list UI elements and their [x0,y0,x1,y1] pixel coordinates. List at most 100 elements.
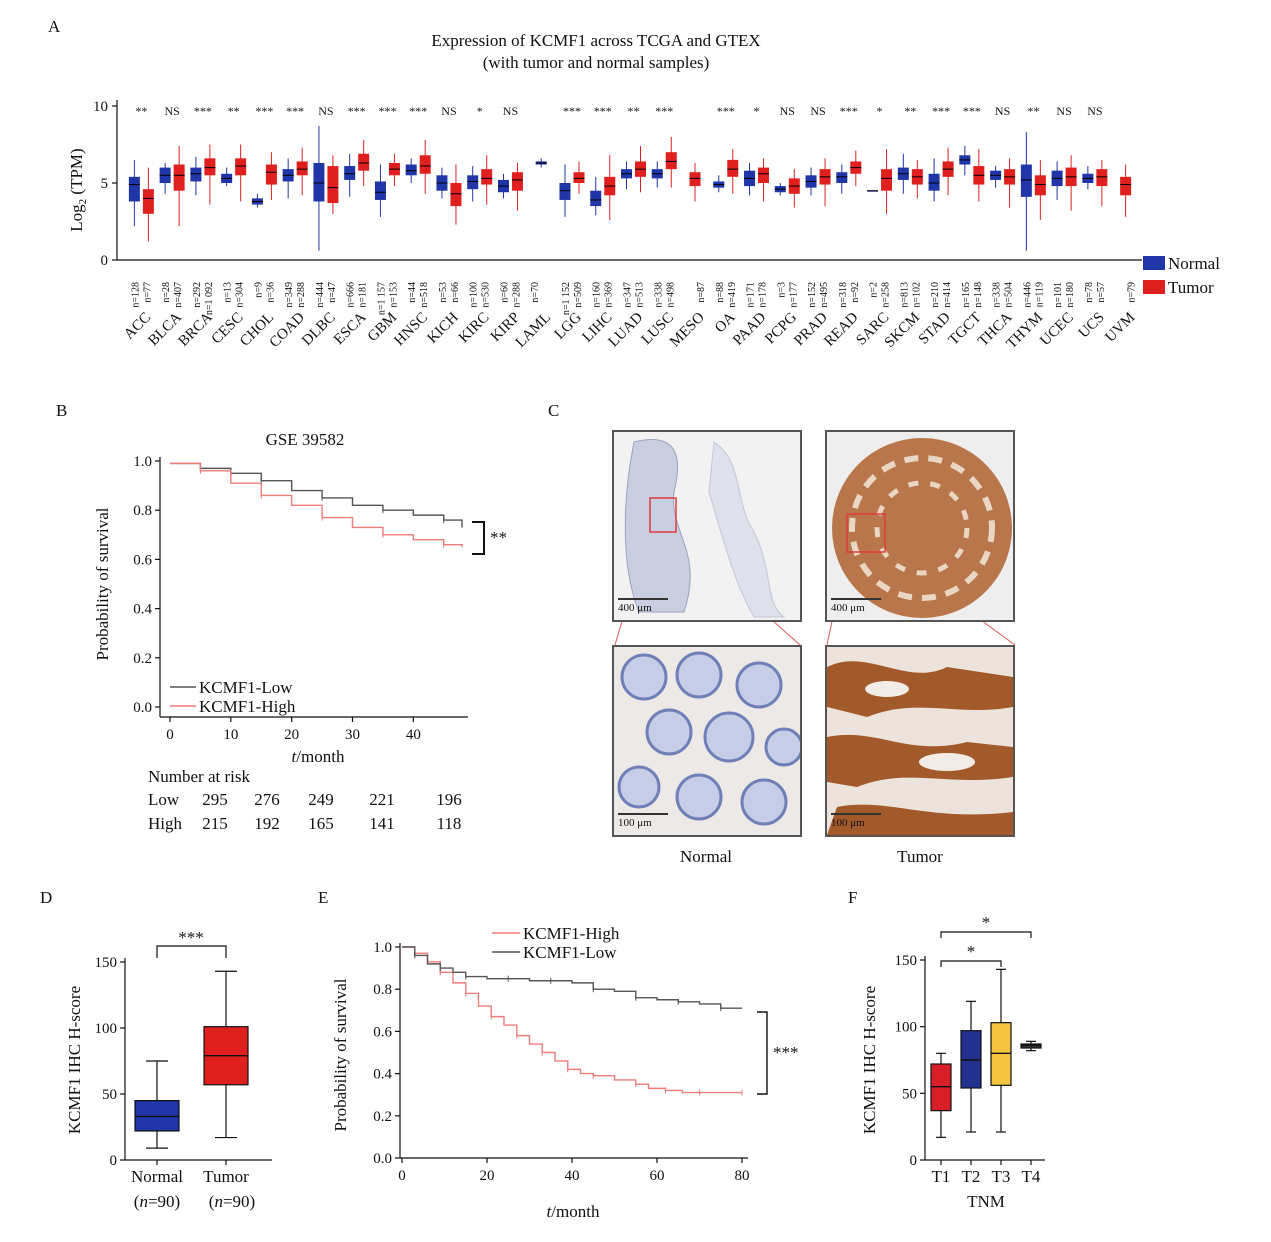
risk-row-high-label: High [148,814,183,833]
b-significance-bracket [472,521,485,555]
y-tick-label: 0.6 [373,1024,392,1040]
x-tick-label: 40 [565,1168,580,1184]
a-n-normal: n=171 [746,282,757,308]
scale-label-tumor-high: 100 μm [831,817,865,829]
x-category-label: T3 [992,1167,1011,1186]
risk-value: 249 [308,790,334,809]
a-tumor-box [358,153,370,171]
a-n-tumor: n=509 [573,282,584,308]
panel-d-ylabel: KCMF1 IHC H-score [65,986,84,1134]
a-n-tumor: n=414 [942,282,953,308]
a-n-normal: n=666 [346,282,357,308]
a-significance: ** [904,104,916,118]
a-significance: *** [655,104,673,118]
a-significance: *** [255,104,273,118]
risk-value: 196 [436,790,462,809]
a-significance: *** [594,104,612,118]
a-significance: * [877,104,883,118]
a-tumor-box [689,172,701,187]
a-n-tumor: n=530 [481,282,492,308]
a-significance: ** [1027,104,1039,118]
scale-label-normal-low: 400 μm [618,602,652,614]
a-n-tumor: n=36 [265,282,276,303]
e-significance: *** [773,1043,799,1062]
risk-table-title: Number at risk [148,767,250,786]
ihc-tumor-low-mag: 400 μm [825,430,1015,622]
a-normal-box [374,181,386,200]
a-category-label: HNSC [391,310,431,350]
a-category-label: LUAD [606,309,647,350]
scale-label-normal-high: 100 μm [618,817,652,829]
risk-row-low-label: Low [148,790,180,809]
a-n-normal: n=60 [499,282,510,303]
a-n-normal: n=1 152 [561,282,572,315]
x-tick-label: 0 [398,1168,406,1184]
x-tick-label: 0 [166,727,174,743]
a-normal-box [467,175,479,190]
panel-a-title: Expression of KCMF1 across TCGA and GTEX [431,31,760,50]
ihc-tumor-low-texture [832,438,1012,618]
panel-f-xlabel: TNM [967,1192,1005,1211]
y-tick-label: 150 [895,953,918,969]
a-significance: NS [810,104,825,118]
a-tumor-box [1096,169,1108,187]
panel-letter-f: F [848,888,857,907]
panel-a-ylabel: Log2 (TPM) [67,148,89,231]
ihc-normal-low-texture [624,438,786,618]
a-n-normal: n=28 [161,282,172,303]
a-normal-box [405,164,417,176]
a-significance: NS [995,104,1010,118]
a-significance: *** [378,104,396,118]
a-category-label: PAAD [730,309,769,348]
a-tumor-box [204,158,216,176]
survival-curve-kcmf1-low [170,462,463,528]
a-legend-label: Tumor [1168,278,1214,297]
a-n-normal: n=338 [653,282,664,308]
a-significance: ** [135,104,147,118]
y-tick-label: 0.2 [133,651,152,667]
a-n-tumor: n=518 [419,282,430,308]
a-n-normal: n=2 [869,282,880,298]
y-tick-label: 50 [902,1086,917,1102]
ihc-normal-low-mag: 400 μm [612,430,802,622]
a-normal-box [928,173,940,191]
scale-bar [618,598,668,600]
risk-value: 141 [369,814,395,833]
a-tumor-box [235,158,247,176]
a-legend-label: Normal [1168,254,1220,273]
scale-bar [618,813,668,815]
panel-e-xlabel: t/month [547,1202,600,1221]
a-category-label: DLBC [299,310,339,350]
a-n-normal: n=318 [838,282,849,308]
a-category-label: ESCA [331,309,370,348]
survival-curve-kcmf1-high [170,462,463,548]
a-tumor-box [481,169,493,185]
f-comparison-bracket [940,960,1002,967]
a-n-normal: n=446 [1022,282,1033,308]
y-tick-label: 0.8 [373,982,392,998]
a-significance: *** [348,104,366,118]
risk-value: 215 [202,814,228,833]
a-category-label: COAD [267,309,308,350]
risk-value: 276 [254,790,280,809]
a-tumor-box [665,152,677,170]
y-tick-label: 0.8 [133,503,152,519]
a-significance: * [477,104,483,118]
b-significance: ** [490,528,507,547]
a-significance: *** [840,104,858,118]
a-y-tick-label: 0 [101,253,109,269]
ihc-normal-label: Normal [680,847,732,866]
y-tick-label: 150 [95,955,118,971]
a-significance: ** [228,104,240,118]
a-n-normal: n=210 [930,282,941,308]
a-n-tumor: n=92 [850,282,861,303]
a-category-label: SKCM [882,310,923,351]
a-n-tumor: n=288 [511,282,522,308]
a-category-label: UVM [1102,310,1138,346]
y-tick-label: 0 [910,1153,918,1169]
a-n-normal: n=152 [807,282,818,308]
a-n-tumor: n=119 [1034,282,1045,307]
b-legend-label: KCMF1-Low [199,678,293,697]
panel-d-boxplot: 0 50 100 150 Normal Tumor *** [95,928,272,1186]
